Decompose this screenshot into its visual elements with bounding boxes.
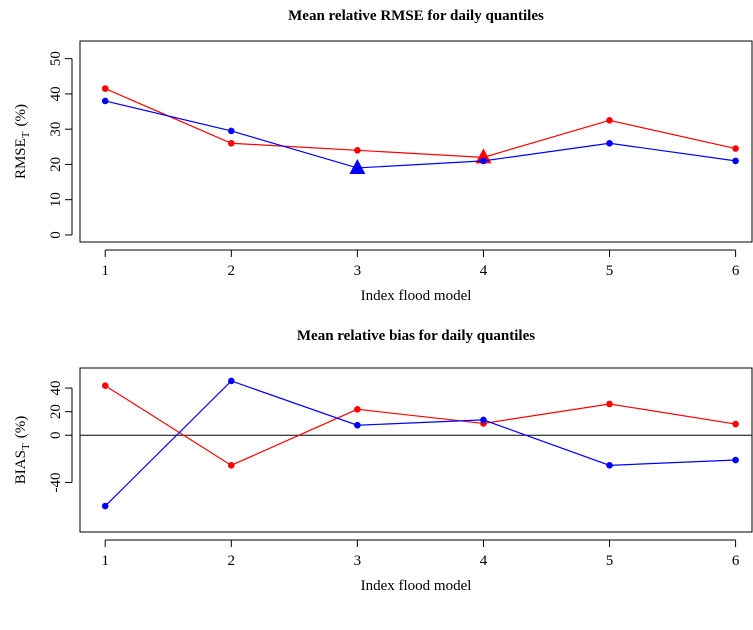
y-tick-label: 10 (48, 192, 64, 207)
y-tick-label: -40 (48, 472, 64, 492)
point (732, 456, 739, 464)
x-tick-label: 5 (606, 553, 614, 569)
y-axis-label-unit: (%) (13, 104, 29, 127)
series-line (104, 385, 736, 467)
point (732, 157, 739, 165)
y-tick-label: 30 (48, 122, 64, 137)
x-tick-label: 3 (354, 263, 362, 279)
point (227, 377, 235, 385)
point (354, 147, 361, 154)
point (101, 382, 109, 389)
point (227, 139, 235, 147)
point (480, 157, 487, 165)
y-axis-label-unit: (%) (13, 416, 29, 439)
point (101, 85, 109, 92)
y-tick-label: 20 (48, 157, 64, 172)
plot-box (79, 367, 753, 533)
highlight-marker (349, 158, 366, 174)
series-line (105, 100, 736, 169)
y-tick-label: 50 (48, 51, 64, 66)
x-tick-label: 1 (101, 263, 109, 279)
y-axis-label-main: BIAS (13, 450, 29, 484)
chart-title: Mean relative bias for daily quantiles (297, 328, 535, 344)
y-tick-label: 40 (48, 86, 64, 101)
x-axis-label: Index flood model (361, 578, 472, 594)
x-tick-label: 6 (732, 553, 740, 569)
point (732, 145, 739, 152)
plot-box (79, 40, 753, 243)
x-tick-label: 1 (101, 553, 109, 569)
y-axis-label: RMSET (%) (13, 104, 32, 179)
series-line (104, 380, 736, 507)
point (480, 416, 487, 424)
point (606, 139, 613, 147)
x-tick-label: 2 (228, 263, 236, 279)
x-tick-label: 4 (480, 553, 488, 569)
y-axis-label-sub: T (20, 131, 32, 138)
point (227, 462, 235, 469)
y-axis-label: BIAST (%) (13, 416, 32, 484)
y-axis-label-sub: T (20, 443, 32, 450)
point (101, 97, 109, 105)
point (606, 117, 613, 124)
y-tick-label: 40 (48, 381, 64, 396)
point (732, 420, 739, 428)
chart-title: Mean relative RMSE for daily quantiles (288, 8, 544, 24)
series-line (104, 88, 736, 158)
point (354, 405, 361, 413)
point (606, 400, 613, 408)
highlight-marker (475, 148, 492, 164)
x-tick-label: 6 (732, 263, 740, 279)
point (227, 127, 235, 135)
x-axis-label: Index flood model (361, 288, 472, 304)
y-tick-label: 0 (48, 231, 64, 239)
point (101, 502, 109, 510)
y-tick-label: 20 (48, 404, 64, 419)
y-axis-label-main: RMSE (13, 138, 29, 179)
point (354, 421, 361, 429)
x-tick-label: 4 (480, 263, 488, 279)
x-tick-label: 5 (606, 263, 614, 279)
x-tick-label: 2 (228, 553, 236, 569)
point (606, 462, 613, 469)
y-tick-label: 0 (48, 432, 64, 440)
x-tick-label: 3 (354, 553, 362, 569)
